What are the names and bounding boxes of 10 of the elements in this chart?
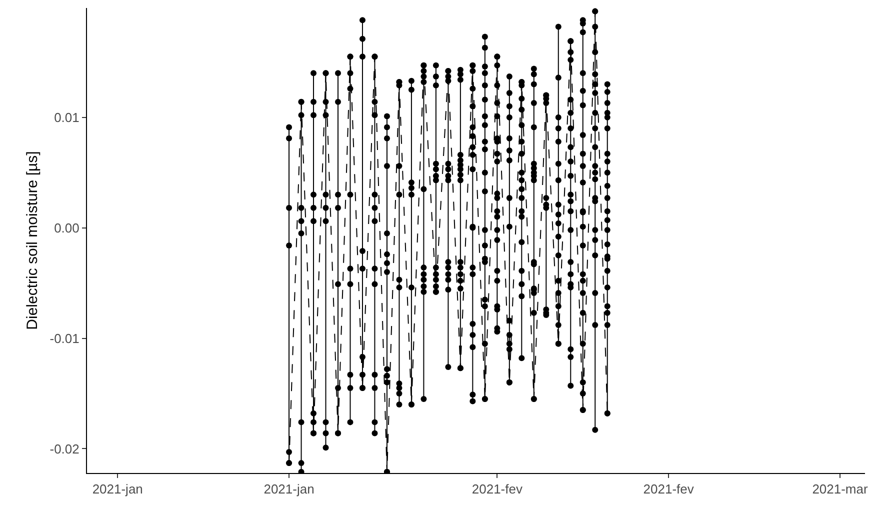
x-tick-label: 2021-mar xyxy=(812,482,868,497)
x-tick-label: 2021-jan xyxy=(92,482,143,497)
x-tick-label: 2021-fev xyxy=(643,482,694,497)
x-tick-label: 2021-fev xyxy=(472,482,523,497)
x-tick-label: 2021-jan xyxy=(264,482,314,497)
y-tick-label: 0.00 xyxy=(54,220,80,236)
y-tick-label: -0.02 xyxy=(50,441,80,456)
y-tick-label: -0.01 xyxy=(50,330,80,346)
y-axis-title: Dielectric soil moisture [µs] xyxy=(24,151,42,330)
y-tick-label: 0.01 xyxy=(54,110,80,125)
